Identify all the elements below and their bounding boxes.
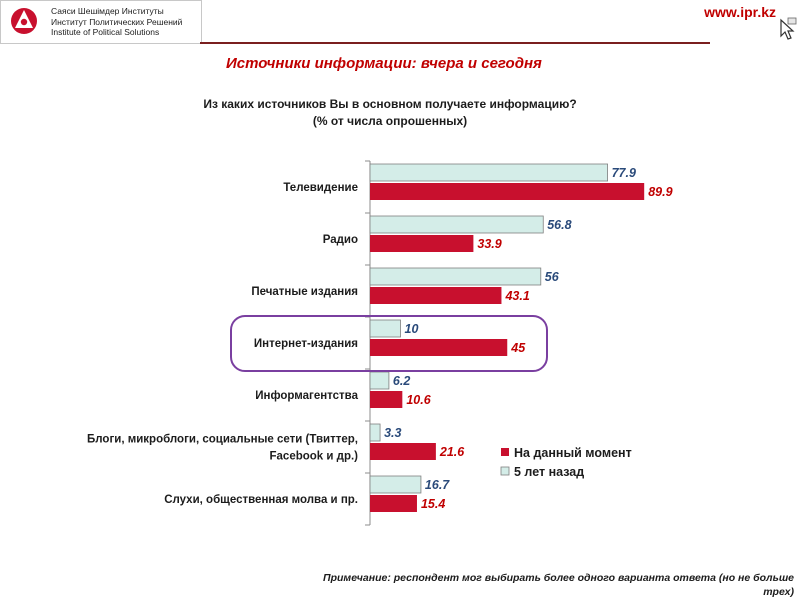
chart-question: Из каких источников Вы в основном получа…: [130, 96, 650, 130]
bar-current: [370, 287, 502, 304]
value-label-past: 16.7: [425, 478, 450, 492]
bar-past: [369, 215, 544, 234]
category-label: Информагентства: [255, 390, 358, 402]
footnote-line: Примечание: респондент мог выбирать боле…: [323, 572, 794, 584]
highlight-frame: [230, 315, 548, 372]
bar-current: [370, 235, 474, 252]
value-label-past: 56: [545, 270, 560, 284]
logo-line-kazakh: Саяси Шешімдер Институты: [51, 6, 164, 16]
bar-past: [369, 371, 390, 390]
value-label-current: 43.1: [504, 289, 529, 303]
bar-past: [369, 423, 381, 442]
logo-line-english: Institute of Political Solutions: [51, 27, 160, 37]
category-label: Слухи, общественная молва и пр.: [164, 494, 358, 506]
value-label-current: 21.6: [439, 445, 465, 459]
category-label: Радио: [323, 234, 358, 246]
bar-past: [369, 475, 422, 494]
cursor-icon: [780, 17, 797, 40]
legend-label-past: 5 лет назад: [514, 465, 584, 479]
category-label: Интернет-издания: [254, 338, 358, 350]
value-label-past: 6.2: [393, 374, 410, 388]
bar-current: [370, 391, 403, 408]
bar-past: [369, 267, 542, 286]
legend-label-current: На данный момент: [514, 446, 632, 460]
footnote-line-end: трех): [763, 586, 794, 598]
value-label-current: 45: [510, 341, 526, 355]
logo-line-russian: Институт Политических Решений: [51, 16, 183, 27]
logo-text: Саяси Шешімдер Институты Институт Полити…: [51, 6, 182, 38]
bar-current: [370, 183, 645, 200]
question-line: Из каких источников Вы в основном получа…: [203, 97, 577, 111]
legend-swatch-past: [500, 466, 510, 476]
category-label: Блоги, микроблоги, социальные сети (Твит…: [87, 434, 358, 446]
value-label-current: 33.9: [477, 237, 501, 251]
value-label-current: 15.4: [421, 497, 445, 511]
question-subline: (% от числа опрошенных): [312, 114, 468, 128]
value-label-past: 3.3: [384, 426, 401, 440]
bar-current: [370, 443, 436, 460]
category-label: Телевидение: [283, 182, 358, 194]
institute-emblem-icon: [11, 8, 37, 34]
bar-past: [369, 163, 608, 182]
value-label-past: 10: [405, 322, 419, 336]
header-divider: [200, 42, 710, 44]
site-url-link[interactable]: www.ipr.kz: [704, 4, 776, 20]
institute-logo: Саяси Шешімдер Институты Институт Полити…: [0, 0, 202, 44]
value-label-current: 10.6: [406, 393, 431, 407]
bar-past: [369, 319, 401, 338]
category-label: Facebook и др.): [270, 451, 359, 463]
bar-current: [370, 495, 417, 512]
value-label-current: 89.9: [648, 185, 672, 199]
value-label-past: 77.9: [612, 166, 636, 180]
legend-swatch-current: [501, 448, 509, 456]
category-label: Печатные издания: [251, 286, 358, 298]
footnote: Примечание: респондент мог выбирать боле…: [234, 571, 794, 599]
value-label-past: 56.8: [547, 218, 571, 232]
page-title: Источники информации: вчера и сегодня: [226, 55, 542, 72]
bar-current: [370, 339, 508, 356]
